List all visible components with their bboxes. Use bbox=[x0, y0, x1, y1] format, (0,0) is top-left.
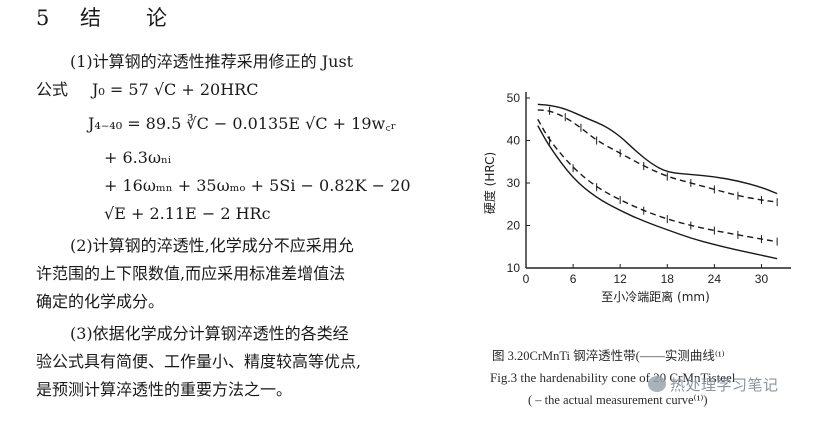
paragraph-2-line-2: 许范围的上下限数值,而应采用标准差增值法 bbox=[36, 264, 346, 283]
hardenability-figure: 0 6 12 18 24 30 10 20 30 40 50 至小冷端距离 (mm) 硬度 (HRC) … bbox=[480, 80, 810, 420]
formula-j440-line-3: + 16ωₘₙ + 35ωₘₒ + 5Si − 0.82K − 20 bbox=[104, 176, 411, 195]
figure-caption-en-1: Fig.3 the hardenability cone of 20 CrMnT… bbox=[490, 370, 736, 385]
curve-dashed-upper bbox=[537, 109, 778, 203]
y-tick-label: 10 bbox=[507, 261, 521, 275]
paragraph-3-line-3: 是预测计算淬透性的重要方法之一。 bbox=[36, 380, 293, 399]
y-tick-label: 20 bbox=[507, 219, 521, 233]
paragraph-2-line-3: 确定的化学成分。 bbox=[36, 292, 165, 311]
paragraph-2-line-1: (2)计算钢的淬透性,化学成分不应采用允 bbox=[70, 236, 354, 255]
section-heading: 5 结 论 bbox=[36, 2, 168, 32]
y-axis-label: 硬度 (HRC) bbox=[482, 152, 497, 214]
conclusion-section: 5 结 论 (1)计算钢的淬透性推荐采用修正的 Just 公式 J₀ = 57 √… bbox=[36, 2, 411, 399]
x-tick-label: 18 bbox=[661, 272, 675, 286]
x-tick-label: 6 bbox=[570, 272, 577, 286]
x-tick-label: 30 bbox=[755, 272, 769, 286]
section-number: 5 bbox=[36, 6, 51, 30]
watermark-text: 热处理学习笔记 bbox=[670, 376, 779, 394]
curve-dashed-lower bbox=[537, 118, 778, 243]
y-tick-label: 50 bbox=[507, 91, 521, 105]
x-tick-label: 0 bbox=[523, 272, 530, 286]
curve-solid-upper bbox=[537, 103, 778, 195]
y-tick-label: 30 bbox=[507, 176, 521, 190]
x-tick-label: 12 bbox=[614, 272, 628, 286]
x-axis-label: 至小冷端距离 (mm) bbox=[601, 289, 710, 304]
wechat-icon bbox=[648, 376, 666, 392]
hardenability-chart: 0 6 12 18 24 30 10 20 30 40 50 至小冷端距离 (mm) 硬度 (HRC) bbox=[482, 91, 791, 304]
section-title: 结 论 bbox=[80, 6, 168, 30]
y-tick-label: 40 bbox=[507, 134, 521, 148]
formula-j440-line-4: √E + 2.11E − 2 HRc bbox=[104, 204, 271, 223]
paragraph-3-line-1: (3)依据化学成分计算钢淬透性的各类经 bbox=[70, 324, 349, 343]
curve-solid-lower bbox=[537, 125, 778, 260]
formula-j440-line-1: J₄₋₄₀ = 89.5 ∛C − 0.0135E √C + 19w꜀ᵣ bbox=[88, 114, 397, 133]
figure-caption-cn: 图 3.20CrMnTi 钢淬透性带(——实测曲线⁽¹⁾ bbox=[492, 349, 725, 363]
figure-caption-en-2: ( – the actual measurement curve⁽¹⁾) bbox=[528, 393, 708, 407]
formula-j0: J₀ = 57 √C + 20HRC bbox=[92, 80, 259, 99]
watermark: 热处理学习笔记 bbox=[648, 374, 808, 396]
x-tick-label: 24 bbox=[708, 272, 722, 286]
paragraph-3-line-2: 验公式具有简便、工作量小、精度较高等优点, bbox=[36, 352, 362, 371]
formula-j440-line-2: + 6.3ωₙᵢ bbox=[104, 148, 172, 167]
paragraph-1-label: 公式 bbox=[36, 80, 69, 99]
paragraph-1-line-1: (1)计算钢的淬透性推荐采用修正的 Just bbox=[70, 52, 354, 71]
